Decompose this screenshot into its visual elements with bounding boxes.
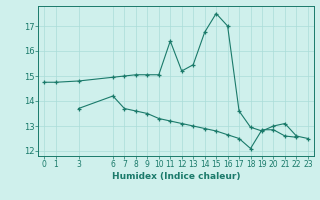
X-axis label: Humidex (Indice chaleur): Humidex (Indice chaleur) [112, 172, 240, 181]
